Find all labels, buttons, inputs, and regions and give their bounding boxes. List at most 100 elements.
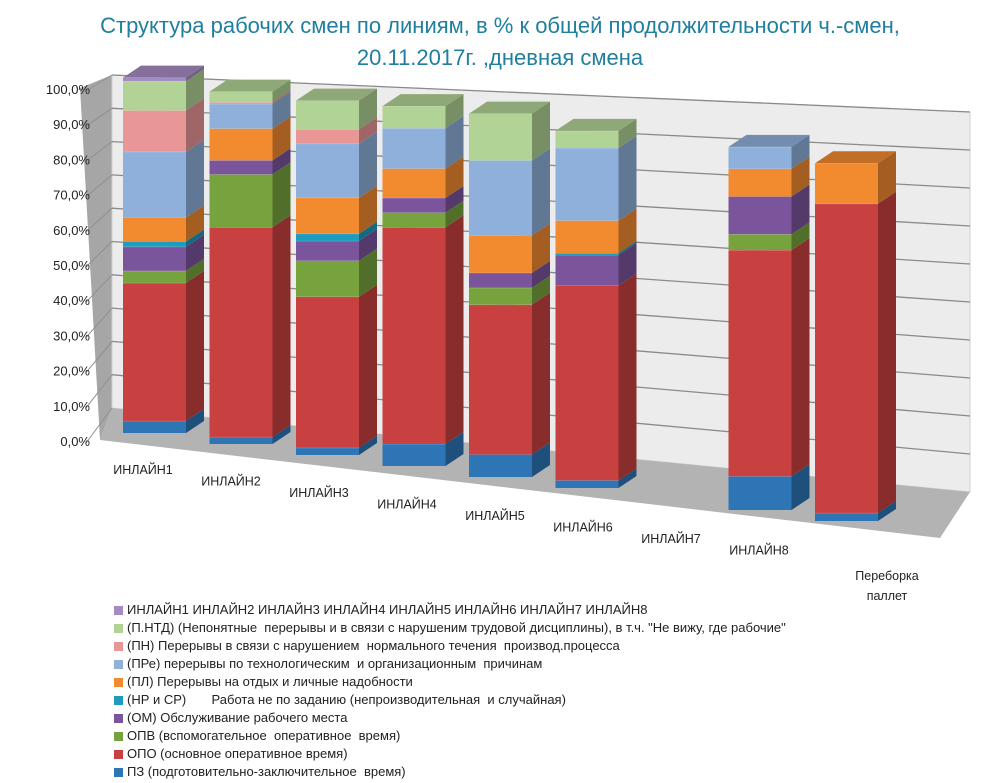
y-tick-label: 50,0% [53, 258, 90, 273]
bar-segment-side [272, 148, 291, 175]
x-tick-label: ИНЛАЙН4 [377, 497, 437, 512]
side-gridline [85, 74, 113, 92]
bar-segment-side [359, 248, 377, 297]
bar-segment-side [272, 116, 291, 161]
bar-segment [123, 139, 204, 218]
bar-segment-side [186, 139, 204, 218]
bar-segment-side [445, 431, 464, 466]
legend-label: (ПРе) перерывы по технологическим и орга… [127, 656, 543, 671]
y-tick-label: 10,0% [53, 399, 90, 414]
legend-swatch [114, 605, 123, 615]
bar-segment [296, 221, 377, 241]
bar-segment-side [359, 228, 377, 261]
legend-item: (ПЛ) Перерывы на отдых и личные надобнос… [114, 673, 786, 691]
bar-segment [815, 151, 896, 204]
bar-segment-front [382, 106, 446, 129]
bar-segment-front [123, 77, 186, 82]
bar-segment-side [791, 156, 810, 197]
legend-item: ОПВ (вспомогательное оперативное время) [114, 727, 786, 745]
bars [123, 65, 896, 521]
bar-segment-side [878, 191, 896, 513]
bar-segment-side [359, 435, 377, 455]
bar-segment-side [532, 275, 550, 305]
bar-segment-front [469, 160, 532, 236]
side-gridline [85, 374, 113, 409]
legend: ИНЛАЙН1 ИНЛАЙН2 ИНЛАЙН3 ИНЛАЙН4 ИНЛАЙН5 … [114, 601, 786, 781]
bar-1 [123, 65, 204, 433]
bar-segment-side [272, 215, 291, 437]
bar-5 [469, 101, 550, 477]
bar-segment-side [186, 65, 204, 82]
bar-segment [296, 248, 377, 297]
bar-segment-side [618, 241, 637, 255]
bar-segment-front [123, 151, 186, 218]
bar-segment [296, 284, 377, 448]
bar-segment-front [382, 168, 446, 198]
legend-label: (ПЛ) Перерывы на отдых и личные надобнос… [127, 674, 413, 689]
bar-segment-side [445, 116, 464, 169]
legend-item: ОПО (основное оперативное время) [114, 745, 786, 763]
chart-plot: 0,0% 10,0% 20,0% 30,0% 40,0% 50,0% 60,0% 70,0% 8… [46, 65, 971, 600]
bar-segment-side [618, 468, 637, 488]
bar-segment-side [618, 118, 637, 149]
bar-segment-front [469, 272, 532, 288]
legend-item: (ПРе) перерывы по технологическим и орга… [114, 655, 786, 673]
bar-segment-side [359, 117, 377, 144]
bar-segment-side [445, 200, 464, 228]
bar-segment-side [359, 131, 377, 198]
bar-segment-side [186, 98, 204, 152]
legend-item: (ПН) Перерывы в связи с нарушением норма… [114, 637, 786, 655]
side-gridline [85, 141, 113, 162]
bar-segment-side [359, 284, 377, 448]
bar-segment [296, 131, 377, 198]
bar-segment-side [618, 208, 637, 254]
x-tick-label: ИНЛАЙН3 [289, 485, 349, 500]
bar-segment-side [791, 238, 810, 477]
bar-segment-side [272, 424, 291, 444]
x-tick-label: ИНЛАЙН5 [465, 508, 525, 523]
bar-segment-front [382, 128, 446, 169]
bar-segment-side [272, 162, 291, 228]
bar-2 [209, 79, 291, 444]
bar-segment-side [445, 156, 464, 198]
bar-segment-front [296, 240, 359, 261]
bar-segment-front [296, 100, 359, 130]
bar-segment-front [555, 285, 619, 481]
bar-top [209, 79, 291, 92]
legend-swatch [114, 767, 123, 777]
bar-segment-front [296, 143, 359, 198]
bar-top [382, 94, 464, 107]
bar-segment [209, 116, 291, 161]
bar-top [815, 151, 896, 164]
bar-segment-front [123, 110, 186, 152]
bar-segment-front [382, 227, 446, 444]
bar-segment [296, 88, 377, 130]
legend-label: ИНЛАЙН1 ИНЛАЙН2 ИНЛАЙН3 ИНЛАЙН4 ИНЛАЙН5 … [127, 602, 648, 617]
bar-segment [382, 156, 464, 198]
bar-segment-side [272, 90, 291, 104]
bar-segment-front [555, 130, 619, 149]
legend-swatch [114, 731, 123, 741]
chart-title-line-2: 20.11.2017г. ,дневная смена [356, 45, 644, 70]
bar-segment-front [469, 287, 532, 305]
bar-segment-front [728, 146, 792, 169]
bar-segment-front [555, 220, 619, 254]
bar-segment-side [791, 184, 810, 235]
bar-3 [296, 88, 377, 455]
legend-swatch [114, 659, 123, 669]
y-tick-label: 40,0% [53, 293, 90, 308]
legend-swatch [114, 749, 123, 759]
side-gridline [85, 207, 113, 233]
bar-segment-side [791, 222, 810, 251]
bar-segment-side [272, 79, 291, 103]
bar-top [728, 134, 810, 147]
bar-segment [555, 273, 637, 481]
bar-segment-side [186, 205, 204, 242]
legend-label: (ОМ) Обслуживание рабочего места [127, 710, 348, 725]
legend-item: (ОМ) Обслуживание рабочего места [114, 709, 786, 727]
bar-segment-side [359, 185, 377, 234]
bar-segment-side [878, 151, 896, 204]
bar-segment-front [123, 270, 186, 283]
bar-segment-front [123, 81, 186, 111]
y-tick-label: 80,0% [53, 152, 90, 167]
